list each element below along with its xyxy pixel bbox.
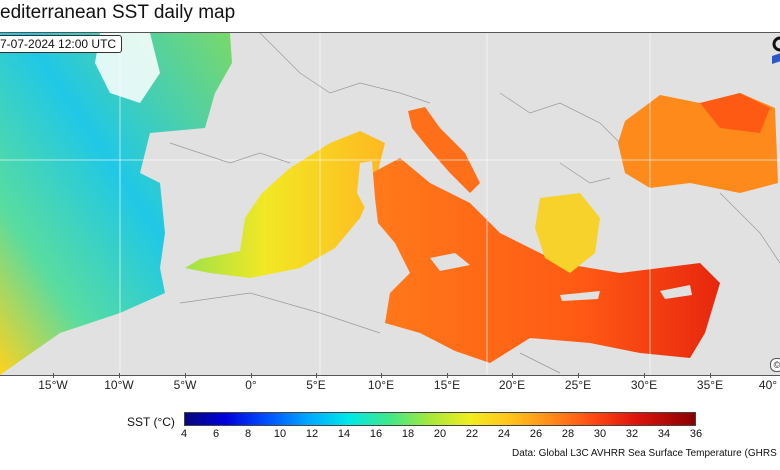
- atlantic-ocean: [0, 33, 232, 375]
- colorbar-tick: 18: [401, 428, 415, 440]
- logo-icon: [772, 36, 780, 64]
- lon-label: 40°: [758, 378, 778, 392]
- crete: [560, 291, 600, 301]
- map-title: editerranean SST daily map: [0, 2, 236, 23]
- colorbar-tick: 34: [657, 428, 671, 440]
- colorbar-tick: 22: [465, 428, 479, 440]
- colorbar-tick: 6: [212, 428, 220, 440]
- lon-tick: [710, 373, 711, 378]
- colorbar-tick: 32: [625, 428, 639, 440]
- colorbar-tick: 8: [244, 428, 252, 440]
- colorbar-tick: 12: [305, 428, 319, 440]
- lon-label: 10°E: [367, 378, 395, 392]
- sst-map[interactable]: [0, 32, 780, 376]
- graticule: [0, 33, 780, 375]
- copyright-icon[interactable]: ©: [770, 358, 780, 372]
- colorbar-tick: 28: [561, 428, 575, 440]
- country-borders: [169, 33, 780, 374]
- lon-label: 15°W: [38, 378, 68, 392]
- sicily: [430, 253, 470, 271]
- lon-label: 30°E: [630, 378, 658, 392]
- aegean-sea: [535, 193, 600, 273]
- lon-label: 25°E: [564, 378, 592, 392]
- lon-tick: [578, 373, 579, 378]
- colorbar-tick: 36: [689, 428, 703, 440]
- colorbar-tick: 20: [433, 428, 447, 440]
- sst-colorbar: [184, 412, 696, 426]
- colorbar-tick: 10: [273, 428, 287, 440]
- timestamp-label: 7-07-2024 12:00 UTC: [0, 35, 123, 53]
- lon-label: 10°W: [104, 378, 134, 392]
- lon-tick: [447, 373, 448, 378]
- black-sea-warm: [700, 93, 770, 133]
- lon-tick: [119, 373, 120, 378]
- lon-tick: [644, 373, 645, 378]
- colorbar-tick: 16: [369, 428, 383, 440]
- lon-label: 5°W: [173, 378, 197, 392]
- lon-tick: [53, 373, 54, 378]
- lon-tick: [512, 373, 513, 378]
- colorbar-tick: 14: [337, 428, 351, 440]
- lon-label: 5°E: [306, 378, 326, 392]
- lon-tick: [185, 373, 186, 378]
- lon-label: 0°: [245, 378, 257, 392]
- colorbar-label: SST (°C): [127, 415, 175, 429]
- cyprus: [660, 285, 692, 299]
- colorbar-tick: 26: [529, 428, 543, 440]
- colorbar-tick: 4: [180, 428, 188, 440]
- sardinia: [357, 161, 375, 208]
- lon-tick: [251, 373, 252, 378]
- lon-tick: [316, 373, 317, 378]
- lon-label: 35°E: [696, 378, 724, 392]
- central-mediterranean: [372, 158, 720, 363]
- lon-label: 15°E: [433, 378, 461, 392]
- adriatic-sea: [408, 107, 480, 193]
- colorbar-tick: 30: [593, 428, 607, 440]
- colorbar-tick: 24: [497, 428, 511, 440]
- lon-tick: [381, 373, 382, 378]
- data-source-note: Data: Global L3C AVHRR Sea Surface Tempe…: [512, 448, 777, 459]
- western-mediterranean: [185, 131, 385, 278]
- lon-label: 20°E: [498, 378, 526, 392]
- map-canvas: [0, 33, 780, 375]
